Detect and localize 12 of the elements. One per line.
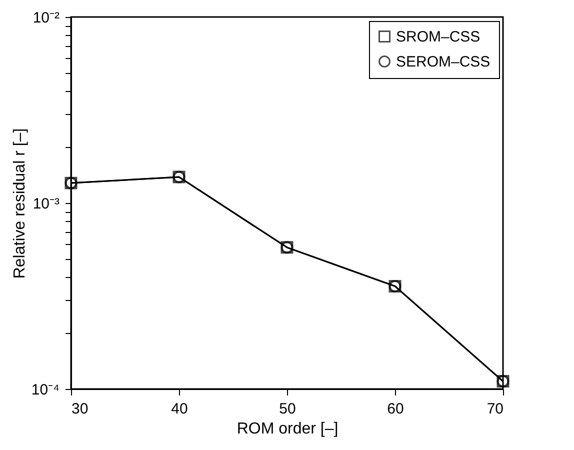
x-tick-label: 40 <box>171 400 188 418</box>
y-tick-label: 10⁻² <box>32 10 60 26</box>
y-axis-title: Relative residual r [–] <box>11 128 28 279</box>
x-tick-label: 70 <box>486 400 504 418</box>
legend-label: SROM–CSS <box>396 28 480 46</box>
x-tick-label: 60 <box>387 400 404 418</box>
legend-label: SEROM–CSS <box>396 54 490 70</box>
x-axis-title: ROM order [–] <box>236 420 338 438</box>
y-tick-label: 10⁻³ <box>32 196 60 212</box>
y-tick-label: 10⁻⁴ <box>31 382 60 398</box>
x-tick-label: 30 <box>72 400 88 418</box>
x-tick-label: 50 <box>279 400 296 418</box>
